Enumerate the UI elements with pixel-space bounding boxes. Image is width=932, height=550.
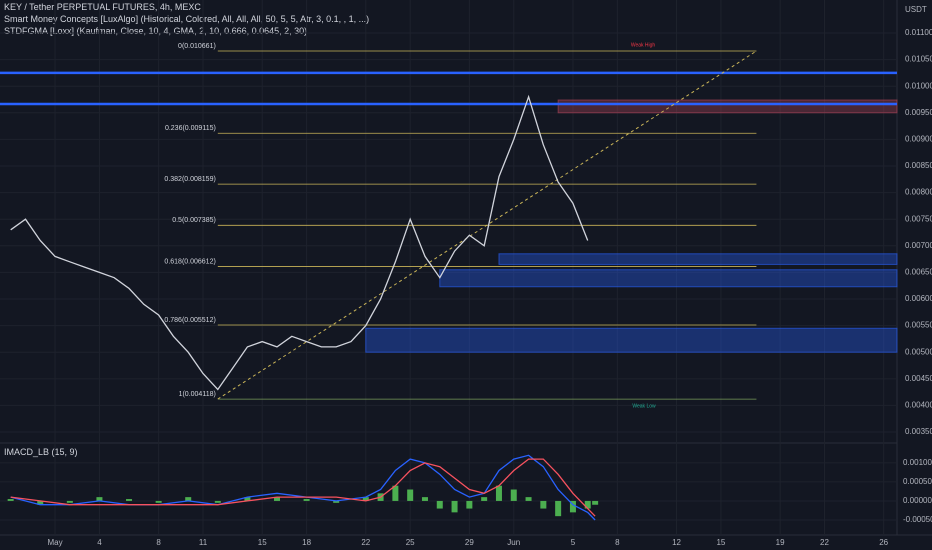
histogram-bar [37,500,44,505]
histogram-bar [362,497,369,501]
histogram-bar [495,485,502,501]
histogram-bar [126,499,133,501]
histogram-bar [421,497,428,501]
x-tick-label: 12 [672,538,681,547]
x-tick-label: 8 [156,538,161,547]
zone [365,327,898,353]
histogram-bar [66,500,73,503]
x-tick-label: 29 [465,538,474,547]
histogram-bar [244,497,251,501]
fib-label: 0.618(0.006612) [164,258,215,265]
histogram-bar [303,499,310,501]
x-tick-label: 22 [820,538,829,547]
x-tick-label: 26 [879,538,888,547]
histogram-bar [569,500,576,513]
x-tick-label: 5 [571,538,576,547]
histogram-bar [407,489,414,501]
histogram-bar [185,497,192,501]
fib-label: 0.236(0.009115) [165,125,216,132]
zone [498,253,898,265]
y-tick-label: 0.003500 [905,427,932,436]
histogram-bar [481,497,488,501]
x-tick-label: 15 [258,538,267,547]
x-tick-label: 8 [615,538,620,547]
annotation: Weak Low [632,403,656,409]
histogram-bar [540,500,547,509]
macd-title: IMACD_LB (15, 9) [4,447,78,457]
macd-line [10,458,596,517]
x-tick-label: May [47,538,62,547]
histogram-bar [214,500,221,503]
histogram-bar [155,500,162,503]
histogram-bar [592,500,599,505]
histogram-bar [436,500,443,509]
histogram-bar [274,497,281,501]
histogram-bar [555,500,562,517]
x-tick-label: 19 [776,538,785,547]
histogram-bar [96,497,103,501]
fib-label: 0.5(0.007385) [172,217,216,224]
x-tick-label: 11 [199,538,208,547]
currency-label: USDT [905,5,927,14]
fib-label: 1(0.004118) [179,391,216,398]
y-tick-label: 0.000000 [903,496,932,505]
trendline [217,50,757,400]
fib-label: 0.382(0.008159) [164,176,215,183]
histogram-bar [466,500,473,509]
histogram-bar [584,500,591,509]
x-tick-label: 22 [361,538,370,547]
x-tick-label: 15 [716,538,725,547]
indicator-stdfgma: STDFGMA [Loxx] (Kaufman, Close, 10, 4, G… [4,26,307,36]
histogram-bar [392,485,399,501]
x-tick-label: Jun [507,538,520,547]
histogram-bar [7,499,14,501]
histogram-bar [525,497,532,501]
zone [439,269,898,288]
fib-label: 0.786(0.005512) [164,317,215,324]
chart-title: KEY / Tether PERPETUAL FUTURES, 4h, MEXC [4,2,201,12]
x-tick-label: 18 [302,538,311,547]
histogram-bar [451,500,458,513]
fib-label: 0(0.010661) [178,43,216,50]
annotation: Weak High [631,42,656,48]
indicator-smc: Smart Money Concepts [LuxAlgo] (Historic… [4,14,369,24]
x-tick-label: 4 [97,538,102,547]
histogram-bar [510,489,517,501]
histogram-bar [333,500,340,503]
zone [557,99,898,114]
price-line [10,94,589,391]
x-tick-label: 25 [406,538,415,547]
